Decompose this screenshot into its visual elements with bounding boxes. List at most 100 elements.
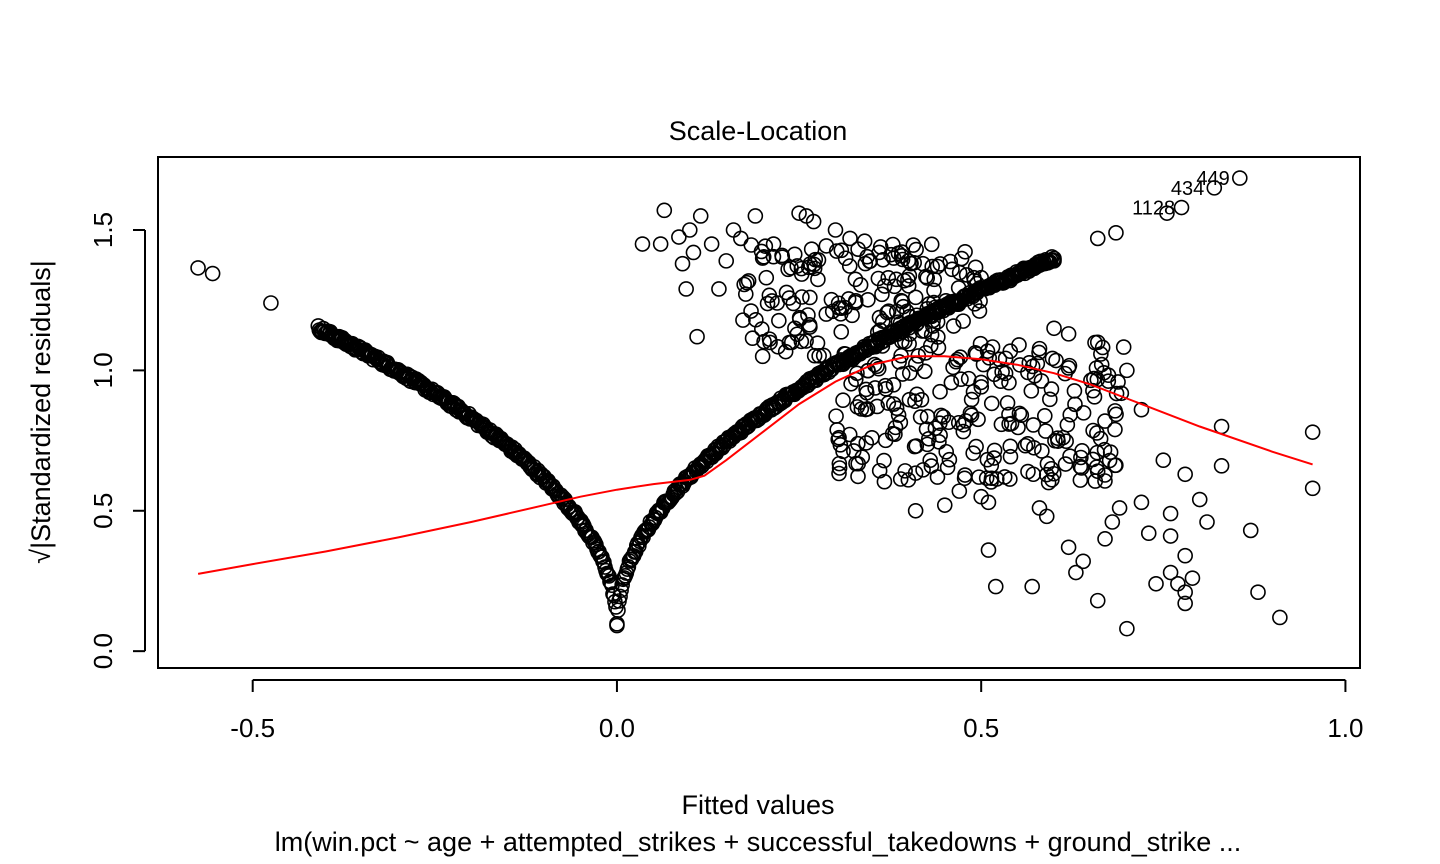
data-point — [711, 281, 727, 297]
data-point — [831, 465, 847, 482]
data-point — [871, 462, 888, 479]
data-point — [1177, 584, 1193, 600]
data-point — [1073, 449, 1089, 466]
data-point — [809, 335, 826, 351]
data-point — [757, 238, 774, 255]
chart-title: Scale-Location — [669, 116, 848, 146]
data-point — [793, 266, 810, 282]
data-point — [971, 469, 987, 485]
data-point — [1177, 547, 1193, 564]
data-point — [905, 237, 922, 253]
data-point — [876, 278, 893, 294]
data-point — [841, 426, 858, 443]
data-point — [897, 463, 913, 479]
data-point — [1072, 458, 1089, 475]
data-point — [965, 384, 982, 400]
data-point — [980, 542, 997, 558]
data-point — [770, 338, 786, 355]
data-point — [1040, 474, 1057, 491]
data-point — [870, 360, 887, 377]
data-point — [1272, 609, 1288, 626]
data-point — [830, 295, 847, 312]
data-point — [1177, 595, 1193, 612]
data-point — [1044, 471, 1060, 488]
data-point — [1042, 391, 1058, 408]
data-point — [963, 391, 980, 408]
data-point — [1048, 352, 1064, 369]
data-point — [874, 286, 890, 303]
data-point — [1107, 403, 1123, 419]
data-point — [941, 451, 958, 468]
data-point — [926, 271, 943, 288]
data-point — [907, 465, 924, 481]
data-point — [890, 407, 907, 423]
data-point — [831, 300, 847, 316]
data-point — [858, 435, 875, 451]
data-point — [849, 365, 865, 382]
data-point — [1232, 170, 1248, 186]
data-point — [932, 383, 948, 400]
data-point — [600, 566, 616, 583]
data-point — [1089, 230, 1106, 247]
data-point — [1199, 514, 1215, 530]
x-axis-label: Fitted values — [681, 790, 834, 820]
data-point — [876, 452, 892, 469]
data-point — [802, 289, 818, 306]
data-point — [951, 483, 968, 499]
data-point — [1140, 525, 1157, 542]
data-point — [930, 339, 947, 356]
data-point — [1159, 205, 1175, 221]
data-point — [765, 236, 782, 252]
data-point — [927, 420, 944, 437]
data-point — [778, 284, 795, 301]
data-point — [743, 237, 760, 253]
data-point — [1050, 433, 1066, 449]
data-point — [1133, 401, 1150, 418]
data-point — [703, 236, 720, 252]
data-point — [1074, 443, 1090, 459]
data-point — [879, 304, 895, 321]
data-point — [692, 208, 709, 224]
data-point — [872, 239, 889, 255]
data-point — [859, 248, 875, 265]
data-point — [1108, 385, 1125, 402]
data-point — [612, 588, 628, 605]
data-point — [885, 377, 902, 393]
data-point — [1075, 553, 1091, 570]
data-point — [831, 429, 847, 446]
data-point — [1024, 578, 1040, 595]
data-point — [963, 407, 980, 423]
data-point — [1002, 448, 1019, 465]
data-point — [1177, 466, 1193, 483]
data-point — [1155, 452, 1172, 469]
data-point — [1002, 438, 1019, 455]
data-point — [810, 252, 827, 268]
data-point — [1093, 356, 1110, 373]
data-point — [1026, 439, 1042, 456]
data-point — [1073, 460, 1090, 476]
data-point — [973, 374, 989, 391]
data-point — [831, 460, 848, 476]
data-point — [674, 255, 691, 272]
data-point — [1068, 564, 1084, 581]
data-point — [877, 432, 894, 449]
data-point — [802, 256, 818, 272]
data-point — [781, 334, 798, 351]
data-point — [886, 278, 903, 295]
data-point — [945, 359, 961, 376]
data-point — [263, 295, 279, 311]
data-point — [1133, 494, 1150, 511]
data-point — [671, 229, 687, 245]
data-point — [833, 324, 850, 340]
data-point — [1003, 415, 1020, 432]
data-point — [1013, 407, 1030, 424]
data-point — [789, 326, 805, 343]
data-point — [1097, 531, 1113, 547]
data-point — [986, 442, 1003, 459]
data-point — [971, 303, 988, 319]
data-point — [957, 243, 973, 260]
data-point — [913, 391, 930, 408]
data-point — [922, 337, 939, 354]
